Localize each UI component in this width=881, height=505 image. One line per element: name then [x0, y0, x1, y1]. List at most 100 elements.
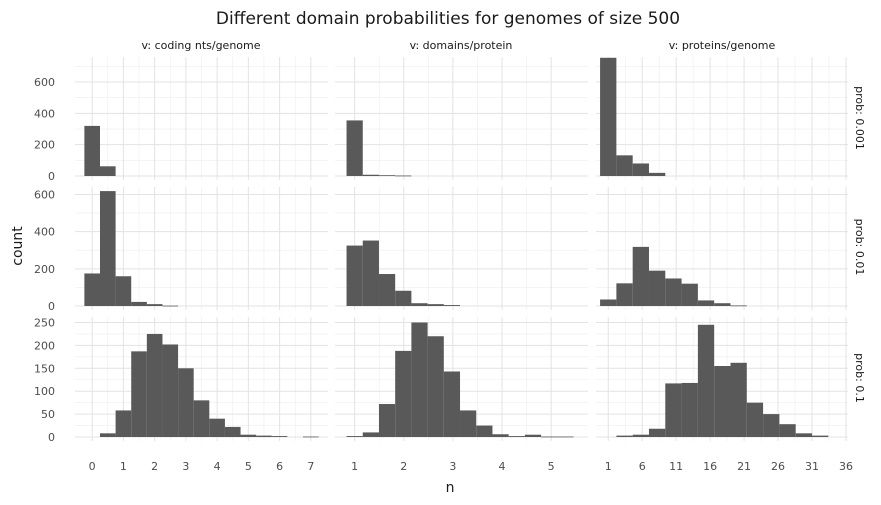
histogram-bar [697, 324, 715, 437]
histogram-bar [162, 344, 179, 437]
y-tick-label: 250 [34, 316, 55, 329]
histogram-bar [746, 402, 764, 437]
histogram-bar [99, 166, 116, 176]
x-tick-label: 2 [400, 460, 407, 473]
x-tick-label: 1 [120, 460, 127, 473]
histogram-bar [524, 434, 542, 437]
x-tick-label: 1 [351, 460, 358, 473]
y-tick-label: 200 [34, 263, 55, 276]
row-strip-prob-01: prob: 0.1 [853, 353, 866, 403]
histogram-bar [492, 434, 509, 437]
histogram-bar [812, 435, 829, 437]
y-tick-label: 600 [34, 188, 55, 201]
x-tick-label: 2 [151, 460, 158, 473]
x-tick-label: 16 [703, 460, 717, 473]
histogram-bar [541, 436, 558, 438]
histogram-bar [131, 301, 147, 306]
y-tick-label: 50 [41, 408, 55, 421]
histogram-bar [476, 425, 493, 437]
histogram-bars-r0-c0 [84, 125, 116, 176]
y-tick-label: 400 [34, 107, 55, 120]
histogram-bar [346, 245, 363, 306]
col-strip-coding-nts: v: coding nts/genome [141, 39, 260, 52]
histogram-bar [224, 426, 241, 437]
chart-title: Different domain probabilities for genom… [216, 9, 680, 29]
histogram-bars-r2-c2 [616, 324, 829, 437]
histogram-bar [600, 57, 617, 176]
col-strip-domains-protein: v: domains/protein [410, 39, 513, 52]
row-strip-prob-0001: prob: 0.001 [853, 86, 866, 150]
y-tick-label: 100 [34, 385, 55, 398]
row-strip-prob-001: prob: 0.01 [853, 219, 866, 276]
panel-background [335, 57, 588, 180]
histogram-bar [632, 163, 649, 176]
histogram-bar [146, 333, 163, 437]
histogram-bar [616, 283, 633, 306]
x-tick-label: 4 [499, 460, 506, 473]
panel-r0-c2 [596, 57, 848, 180]
histogram-bar [427, 304, 444, 306]
panel-background [596, 57, 848, 180]
histogram-bar [84, 125, 100, 176]
histogram-bars-r2-c1 [346, 322, 574, 438]
histogram-bar [378, 404, 396, 437]
x-tick-label: 31 [805, 460, 819, 473]
histogram-bar [648, 270, 666, 306]
histogram-bar [714, 303, 731, 306]
histogram-bar [714, 366, 731, 437]
x-tick-label: 4 [214, 460, 221, 473]
histogram-bar [395, 350, 412, 437]
y-tick-label: 200 [34, 139, 55, 152]
histogram-bars-r1-c0 [84, 191, 179, 307]
histogram-bar [303, 436, 319, 438]
histogram-bar [600, 299, 617, 306]
histogram-bar [395, 290, 412, 306]
histogram-bar [115, 276, 132, 306]
histogram-bars-r1-c1 [346, 240, 461, 306]
histogram-bars-r1-c2 [600, 246, 747, 307]
histogram-bar [271, 436, 288, 437]
x-tick-label: 5 [548, 460, 555, 473]
histogram-bar [131, 351, 147, 437]
histogram-bar [411, 322, 428, 437]
histogram-bar [681, 382, 698, 437]
x-tick-label: 26 [771, 460, 785, 473]
y-tick-label: 200 [34, 339, 55, 352]
x-tick-label: 3 [449, 460, 456, 473]
histogram-bars-r0-c1 [346, 120, 412, 177]
y-tick-label: 0 [48, 170, 55, 183]
histogram-bar [697, 300, 715, 306]
histogram-bar [632, 246, 649, 306]
histogram-bar [779, 424, 796, 437]
x-tick-label: 6 [639, 460, 646, 473]
histogram-bar [665, 278, 682, 306]
histogram-bar [99, 191, 116, 306]
x-tick-label: 7 [307, 460, 314, 473]
histogram-bar [632, 434, 649, 437]
histogram-bar [443, 371, 461, 437]
histogram-bar [209, 418, 225, 437]
histogram-bar [362, 432, 379, 437]
x-axis-title: n [446, 480, 455, 496]
histogram-bar [616, 155, 633, 176]
panel-r0-c0 [75, 57, 328, 180]
x-tick-label: 11 [669, 460, 683, 473]
histogram-bar [362, 174, 379, 176]
x-tick-label: 21 [737, 460, 751, 473]
histogram-bar [795, 433, 812, 437]
y-tick-label: 0 [48, 300, 55, 313]
histogram-bar [648, 428, 666, 437]
histogram-bar [378, 274, 396, 306]
histogram-bar [115, 410, 132, 437]
histogram-bar [648, 172, 666, 176]
histogram-bar [427, 336, 444, 437]
histogram-bar [443, 305, 461, 306]
panel-r0-c1 [335, 57, 588, 180]
histogram-bar [84, 273, 100, 306]
histogram-bar [178, 368, 194, 437]
histogram-bar [730, 305, 747, 307]
y-axis-title: count [10, 226, 26, 266]
x-tick-label: 6 [276, 460, 283, 473]
histogram-bar [411, 303, 428, 306]
